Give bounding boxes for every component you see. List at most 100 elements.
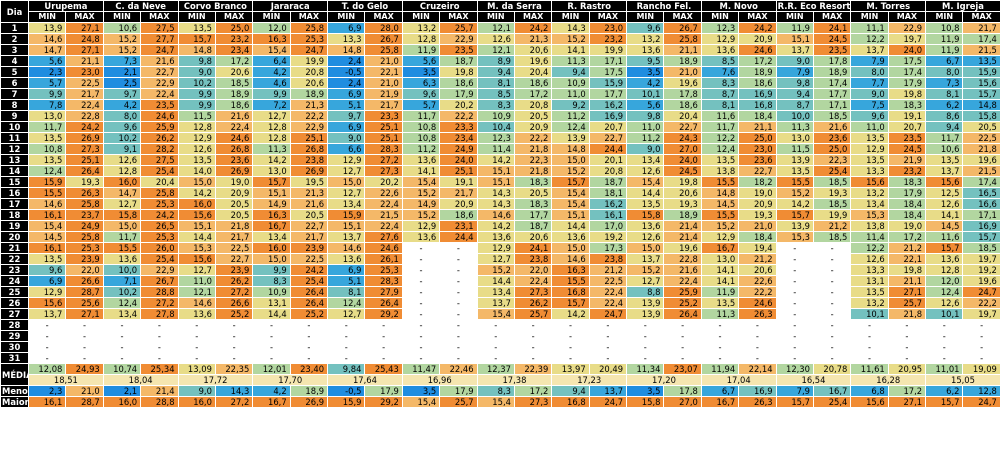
min-temp-cell: 13,5 — [925, 154, 964, 166]
max-temp-cell: - — [812, 352, 852, 364]
max-temp-cell: 26,3 — [65, 187, 104, 199]
min-temp-cell: 13,1 — [850, 275, 889, 287]
day-number: 11 — [0, 132, 29, 144]
max-temp-cell: 17,7 — [513, 209, 553, 221]
min-temp-cell: 13,4 — [252, 231, 291, 243]
media-avg-cell: 18,51 — [28, 374, 104, 386]
min-temp-cell: - — [327, 330, 366, 342]
min-temp-cell: 12,6 — [925, 297, 964, 309]
max-temp-cell: 19,6 — [513, 55, 553, 67]
maior-value-cell: 16,0 — [102, 396, 142, 408]
min-temp-cell: 7,9 — [775, 66, 814, 78]
menor-value-cell: -0,5 — [327, 385, 366, 397]
max-temp-cell: 25,8 — [364, 44, 403, 56]
min-temp-cell: 15,9 — [327, 209, 366, 221]
min-temp-cell: 14,0 — [177, 165, 216, 177]
min-temp-cell: 9,4 — [775, 88, 814, 100]
max-temp-cell: - — [140, 352, 179, 364]
min-temp-cell: 15,5 — [700, 209, 740, 221]
max-temp-cell: 24,6 — [140, 110, 179, 122]
min-temp-cell: - — [401, 242, 441, 254]
max-temp-cell: 15,7 — [962, 88, 1000, 100]
max-temp-cell: 21,6 — [663, 264, 702, 276]
max-temp-cell: 27,2 — [364, 154, 403, 166]
max-temp-cell: 27,1 — [887, 286, 927, 298]
max-temp-cell: 19,7 — [962, 253, 1000, 265]
max-temp-cell: 21,7 — [214, 231, 254, 243]
max-temp-cell: 21,3 — [289, 99, 329, 111]
min-temp-cell: - — [177, 352, 216, 364]
min-temp-cell: 4,6 — [252, 77, 291, 89]
max-temp-cell: 22,4 — [65, 99, 104, 111]
max-temp-cell: 17,9 — [887, 77, 927, 89]
max-temp-cell: 18,1 — [588, 187, 628, 199]
menor-label: Menor — [0, 385, 29, 397]
min-temp-cell: 6,7 — [925, 55, 964, 67]
min-temp-cell: 12,7 — [102, 198, 142, 210]
media-min-cell: 9,84 — [327, 363, 366, 375]
max-temp-cell: 24,0 — [439, 154, 478, 166]
media-max-cell: 20,95 — [887, 363, 927, 375]
max-header: MAX — [364, 11, 403, 23]
max-temp-cell: 21,5 — [962, 165, 1000, 177]
max-temp-cell: 24,0 — [663, 154, 702, 166]
max-temp-cell: 26,4 — [289, 297, 329, 309]
min-temp-cell: 8,0 — [102, 110, 142, 122]
max-temp-cell: 21,6 — [214, 110, 254, 122]
max-temp-cell: 19,0 — [887, 220, 927, 232]
max-temp-cell: - — [887, 330, 927, 342]
max-temp-cell: 21,7 — [962, 22, 1000, 34]
max-temp-cell: 18,9 — [663, 55, 702, 67]
min-temp-cell: 11,2 — [401, 143, 441, 155]
max-temp-cell: - — [513, 352, 553, 364]
max-temp-cell: 22,5 — [588, 275, 628, 287]
day-number: 10 — [0, 121, 29, 133]
min-temp-cell: 9,9 — [177, 99, 216, 111]
min-temp-cell: 13,6 — [476, 231, 515, 243]
min-temp-cell: 15,3 — [775, 231, 814, 243]
media-max-cell: 22,39 — [513, 363, 553, 375]
min-temp-cell: 2,3 — [27, 66, 67, 78]
max-temp-cell: 16,9 — [588, 110, 628, 122]
min-temp-cell: 13,2 — [850, 187, 889, 199]
max-temp-cell: 17,8 — [812, 55, 852, 67]
max-temp-cell: 20,6 — [663, 187, 702, 199]
min-temp-cell: 12,6 — [925, 198, 964, 210]
min-temp-cell: 6,6 — [327, 143, 366, 155]
day-number: 22 — [0, 253, 29, 265]
maior-value-cell: 15,7 — [775, 396, 814, 408]
day-number: 19 — [0, 220, 29, 232]
max-temp-cell: 21,0 — [364, 55, 403, 67]
min-temp-cell: 15,4 — [27, 220, 67, 232]
max-temp-cell: 25,1 — [289, 132, 329, 144]
max-temp-cell: 17,1 — [962, 209, 1000, 221]
min-temp-cell: 14,7 — [27, 44, 67, 56]
min-temp-cell: 16,1 — [27, 209, 67, 221]
min-temp-cell: - — [401, 297, 441, 309]
max-temp-cell: 23,8 — [588, 253, 628, 265]
min-temp-cell: 7,3 — [925, 77, 964, 89]
menor-value-cell: 9,0 — [177, 385, 216, 397]
min-temp-cell: 14,9 — [252, 198, 291, 210]
max-temp-cell: 25,4 — [140, 165, 179, 177]
maior-value-cell: 27,1 — [887, 396, 927, 408]
max-temp-cell: - — [140, 319, 179, 331]
day-number: 17 — [0, 198, 29, 210]
min-temp-cell: 5,6 — [626, 99, 665, 111]
min-temp-cell: 10,1 — [850, 308, 889, 320]
max-temp-cell: 21,4 — [663, 231, 702, 243]
media-min-cell: 12,37 — [476, 363, 515, 375]
min-temp-cell: 7,5 — [850, 99, 889, 111]
max-temp-cell: 26,8 — [289, 143, 329, 155]
min-temp-cell: 11,0 — [551, 88, 590, 100]
max-temp-cell: 24,6 — [364, 242, 403, 254]
max-temp-cell: 21,8 — [513, 143, 553, 155]
max-temp-cell: 21,1 — [738, 121, 777, 133]
min-temp-cell: 9,6 — [850, 110, 889, 122]
min-temp-cell: - — [775, 297, 814, 309]
day-number: 5 — [0, 66, 29, 78]
max-temp-cell: 17,7 — [812, 88, 852, 100]
max-temp-cell: 21,0 — [738, 220, 777, 232]
max-temp-cell: 29,2 — [364, 308, 403, 320]
max-temp-cell: 24,5 — [887, 143, 927, 155]
